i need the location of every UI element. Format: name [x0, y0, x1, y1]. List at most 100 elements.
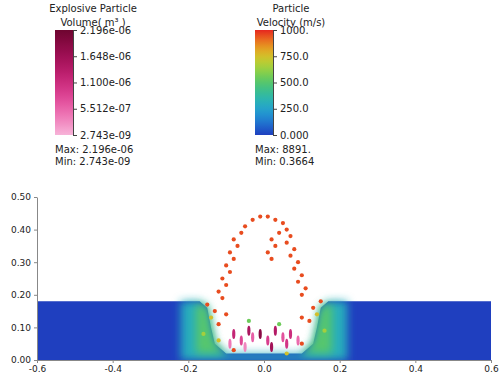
colorbar-tick-label: 1.100e-06 — [80, 77, 131, 88]
fluid-particle — [247, 319, 251, 323]
colorbar-tick-label: 250.0 — [280, 103, 309, 114]
colorbar-tick: 2.743e-09 — [73, 130, 131, 141]
fluid-region — [181, 301, 347, 360]
fluid-particle — [300, 342, 304, 346]
fluid-particle — [311, 306, 315, 310]
fluid-particle — [277, 231, 281, 235]
x-tick-label: -0.6 — [29, 364, 47, 374]
fluid-particle — [300, 316, 304, 320]
fluid-particle — [228, 270, 232, 274]
colorbar-tick-mark — [73, 109, 77, 110]
colorbar-tick-label: 5.512e-07 — [80, 103, 131, 114]
explosive-particle — [270, 342, 273, 352]
fluid-particle — [296, 260, 300, 264]
explosive-particle — [243, 342, 246, 352]
y-tick: 0.20 — [11, 290, 37, 300]
y-tick-label: 0.20 — [11, 290, 31, 300]
colorbar-tick-mark — [73, 30, 77, 31]
colorbar-tick: 2.196e-06 — [73, 25, 131, 36]
fluid-particle — [273, 218, 277, 222]
y-tick-mark — [34, 262, 37, 263]
fluid-particle — [217, 322, 221, 326]
colorbar: ParticleVelocity (m/s)1000.750.0500.0250… — [255, 3, 325, 167]
fluid-particle — [269, 237, 273, 241]
colorbar-tick: 750.0 — [273, 51, 309, 62]
x-tick-mark — [340, 360, 341, 363]
fluid-particle — [232, 257, 236, 261]
colorbar-min: Min: 0.3664 — [255, 156, 314, 167]
colorbar-max: Max: 2.196e-06 — [55, 144, 133, 155]
explosive-particle — [259, 329, 262, 339]
colorbar-tick-mark — [273, 56, 277, 57]
y-tick-mark — [34, 230, 37, 231]
colorbar-tick: 250.0 — [273, 103, 309, 114]
y-tick-mark — [34, 360, 37, 361]
fluid-particle — [228, 250, 232, 254]
x-tick: 0.6 — [484, 360, 499, 374]
colorbar-tick: 500.0 — [273, 77, 309, 88]
x-tick: -0.4 — [104, 360, 122, 374]
explosive-particle — [266, 335, 269, 345]
colorbar-tick: 1000. — [273, 25, 309, 36]
y-tick-label: 0.50 — [11, 192, 31, 202]
fluid-particle — [251, 218, 255, 222]
fluid-particle — [288, 254, 292, 258]
fluid-particle — [217, 289, 221, 293]
fluid-particle — [224, 283, 228, 287]
fluid-region — [196, 305, 332, 354]
colorbar-tick-label: 750.0 — [280, 51, 309, 62]
colorbar-tick-mark — [273, 135, 277, 136]
x-tick-label: -0.2 — [180, 364, 198, 374]
colorbar-tick-label: 2.743e-09 — [80, 130, 131, 141]
fluid-particle — [285, 228, 289, 232]
explosive-particle — [289, 329, 292, 339]
fluid-particle — [201, 332, 205, 336]
y-tick-label: 0.10 — [11, 323, 31, 333]
y-tick: 0.00 — [11, 355, 37, 365]
fluid-particle — [277, 322, 281, 326]
y-tick-label: 0.00 — [11, 355, 31, 365]
y-tick-mark — [34, 197, 37, 198]
colorbar-tick-mark — [73, 82, 77, 83]
fluid-particle — [232, 237, 236, 241]
fluid-particle — [315, 312, 319, 316]
y-tick: 0.50 — [11, 192, 37, 202]
explosive-particle — [247, 326, 250, 336]
fluid-particle — [269, 257, 273, 261]
explosive-particle — [251, 332, 254, 342]
chart: -0.6-0.4-0.20.00.20.40.60.000.100.200.30… — [0, 0, 503, 377]
fluid-particle — [273, 244, 277, 248]
x-tick-label: -0.4 — [104, 364, 122, 374]
x-tick-mark — [188, 360, 189, 363]
fluid-particle — [300, 273, 304, 277]
fluid-particle — [205, 302, 209, 306]
x-tick: 0.4 — [409, 360, 424, 374]
colorbar-tick: 0.000 — [273, 130, 309, 141]
x-tick: 0.0 — [257, 360, 272, 374]
explosive-particle — [232, 329, 235, 339]
explosive-particle — [281, 332, 284, 342]
x-tick-label: 0.4 — [409, 364, 424, 374]
colorbar-title: Particle — [273, 3, 310, 14]
colorbar-tick-label: 1.648e-06 — [80, 51, 131, 62]
colorbar-tick-mark — [273, 109, 277, 110]
fluid-particle — [266, 250, 270, 254]
colorbar-tick-label: 2.196e-06 — [80, 25, 131, 36]
fluid-particle — [285, 351, 289, 355]
fluid-particle — [266, 214, 270, 218]
colorbar-tick-mark — [273, 30, 277, 31]
fluid-particle — [235, 244, 239, 248]
explosive-particle — [228, 339, 231, 349]
fluid-particle — [213, 309, 217, 313]
fluid-particle — [292, 267, 296, 271]
colorbar-gradient — [255, 30, 273, 135]
fluid-particle — [300, 293, 304, 297]
y-tick: 0.30 — [11, 258, 37, 268]
x-tick: -0.2 — [180, 360, 198, 374]
colorbar-tick: 5.512e-07 — [73, 103, 131, 114]
y-tick-mark — [34, 327, 37, 328]
x-tick: -0.6 — [29, 360, 47, 374]
fluid-particle — [281, 221, 285, 225]
fluid-particle — [224, 263, 228, 267]
fluid-region — [37, 301, 491, 360]
